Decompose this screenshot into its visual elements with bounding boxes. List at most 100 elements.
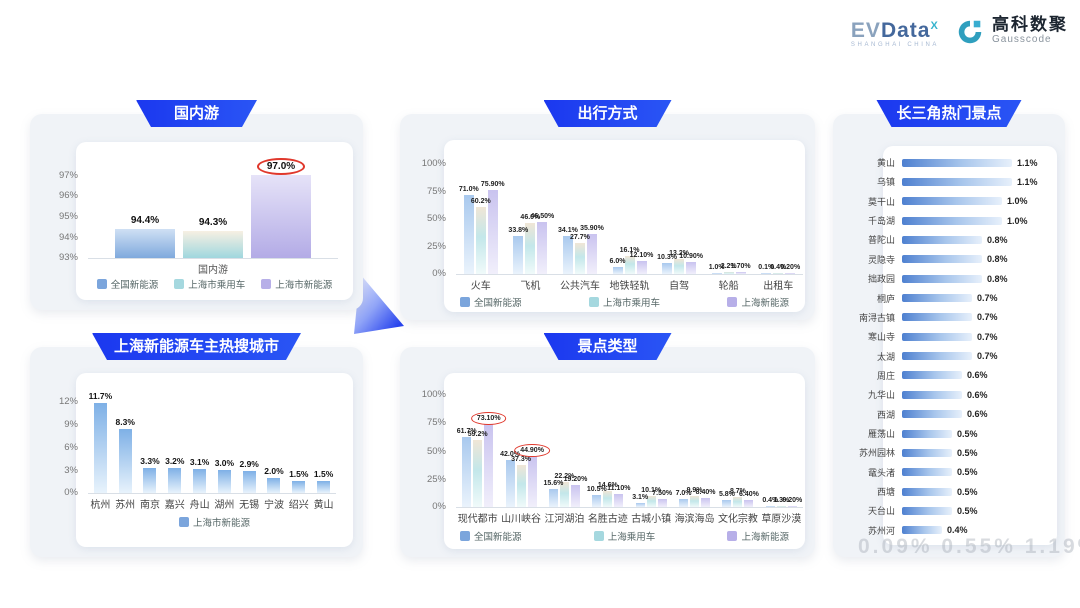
ranking-bar (902, 448, 952, 457)
x-category: 黄山 (313, 500, 334, 511)
x-axis-labels: 杭州 苏州 南京 嘉兴 舟山 湖州 无锡 宁波 绍兴 黄山 (88, 496, 336, 511)
value-label: 1.70% (730, 263, 751, 270)
bar-slot: 22.2% (555, 385, 574, 507)
legend-swatch (174, 279, 185, 289)
x-category: 舟山 (189, 500, 210, 511)
value-label: 1.0% (708, 264, 725, 271)
evdata-ev: EV (850, 19, 881, 42)
bar (735, 272, 746, 274)
ranking-label: 西湖 (876, 409, 895, 420)
value-label: 10.90% (679, 253, 703, 260)
bar-column: 2.0% (262, 387, 287, 493)
ranking-value: 0.8% (987, 254, 1008, 265)
ranking-bar (902, 487, 952, 496)
bar-slot: 10.1% (641, 385, 661, 507)
bar (475, 207, 486, 274)
ranking-value: 1.0% (1007, 196, 1028, 207)
value-label: 0.4% (770, 264, 787, 271)
bar-slot: 33.8% (508, 154, 528, 274)
ranking-value: 0.8% (987, 234, 1008, 245)
ranking-value: 0.5% (957, 486, 978, 497)
y-axis: 0% 3% 6% 9% 12% (36, 387, 82, 498)
legend-item: 上海市乘用车 (174, 277, 245, 291)
legend-label: 上海市新能源 (275, 280, 333, 291)
ranking-list: 黄山 1.1% 乌镇 1.1% 莫干山 1.0% 千岛湖 1.0% 普陀山 0.8% 灵隐寺 0.8%… (841, 156, 1051, 537)
y-tick: 6% (64, 442, 78, 453)
ranking-value: 0.4% (947, 525, 968, 536)
bar (614, 494, 624, 507)
bar-slot: 13.2% (669, 154, 689, 274)
bar-slot: 6.40% (739, 385, 759, 507)
bar-column: 8.3% (113, 387, 138, 493)
ranking-row: 西湖 0.6% (841, 408, 1051, 421)
flow-arrow-icon (354, 274, 404, 334)
legend-swatch (727, 531, 738, 541)
bar-group: 6.0% 16.1% 12.10% (605, 154, 655, 274)
bar (93, 403, 107, 493)
y-tick: 25% (426, 241, 446, 252)
value-label: 3.3% (140, 456, 160, 466)
bar (168, 468, 182, 493)
bar-group: 42.0% 37.3% 44.90% (499, 385, 550, 507)
evdata-wordmark: EVDataX (851, 16, 939, 41)
value-label: 5.8% (718, 491, 735, 498)
legend-swatch (96, 279, 107, 289)
bar-slot: 71.0% (459, 154, 479, 274)
x-category: 海滨海岛 (674, 514, 715, 525)
bar-slot: 12.10% (630, 154, 653, 274)
evdata-x-mark: X (930, 20, 939, 32)
bar (711, 273, 722, 274)
y-tick: 25% (426, 474, 446, 485)
gausscode-cn: 高科数聚 (992, 15, 1068, 34)
bar (733, 497, 743, 507)
ranking-bar (902, 390, 962, 399)
x-category: 杭州 (90, 500, 111, 511)
ranking-bar (902, 332, 972, 341)
legend: 全国新能源 上海乘用车 上海新能源 (460, 529, 789, 543)
ranking-value: 0.6% (967, 409, 988, 420)
bar-slot: 46.50% (530, 154, 554, 274)
value-label: 34.1% (558, 227, 578, 234)
y-tick: 0% (64, 487, 78, 498)
bar (487, 190, 498, 274)
panel-hot-cities: 上海新能源车主热搜城市 0% 3% 6% 9% 12% 11.7% 8.3% 3.3% 3.2… (30, 347, 363, 557)
ranking-row: 苏州园林 0.5% (841, 446, 1051, 459)
value-label: 94.4% (130, 215, 160, 226)
highlighted-value-label: 44.90% (514, 444, 550, 457)
value-label: 8.7% (729, 488, 746, 495)
ranking-row: 千岛湖 1.0% (841, 214, 1051, 227)
bar (537, 222, 548, 274)
bar (115, 229, 175, 258)
ranking-row: 天台山 0.5% (841, 504, 1051, 517)
value-label: 10.5% (586, 486, 607, 493)
gausscode-en: Gausscode (992, 34, 1052, 45)
bar-slot: 34.1% (558, 154, 578, 274)
value-label: 0.20% (782, 497, 803, 504)
evdata-data: Data (880, 19, 931, 42)
x-category: 地铁轻轨 (609, 281, 650, 292)
bar (548, 489, 558, 507)
value-label: 7.50% (652, 490, 673, 497)
value-label: 1.3% (773, 497, 790, 504)
bar (574, 243, 585, 274)
bar-group: 15.6% 22.2% 19.20% (543, 385, 587, 507)
ranking-label: 桐庐 (876, 293, 895, 304)
ranking-row: 拙政园 0.8% (841, 272, 1051, 285)
bar (586, 234, 597, 274)
ranking-value: 1.1% (1017, 176, 1038, 187)
y-tick: 94% (58, 232, 78, 243)
bar (473, 440, 483, 507)
ranking-label: 太湖 (876, 351, 895, 362)
ranking-value: 0.5% (957, 467, 978, 478)
ranking-bar (902, 371, 962, 380)
bar-slot: 75.90% (481, 154, 505, 274)
bar-slot: 60.2% (471, 154, 491, 274)
bar (657, 499, 667, 507)
bar-column: 3.1% (187, 387, 212, 493)
legend-swatch (593, 531, 604, 541)
value-label: 6.40% (739, 491, 759, 498)
ranking-row: 灵隐寺 0.8% (841, 253, 1051, 266)
panel-title-banner: 上海新能源车主热搜城市 (92, 333, 301, 360)
legend-label: 全国新能源 (474, 298, 522, 309)
bar (118, 429, 132, 493)
